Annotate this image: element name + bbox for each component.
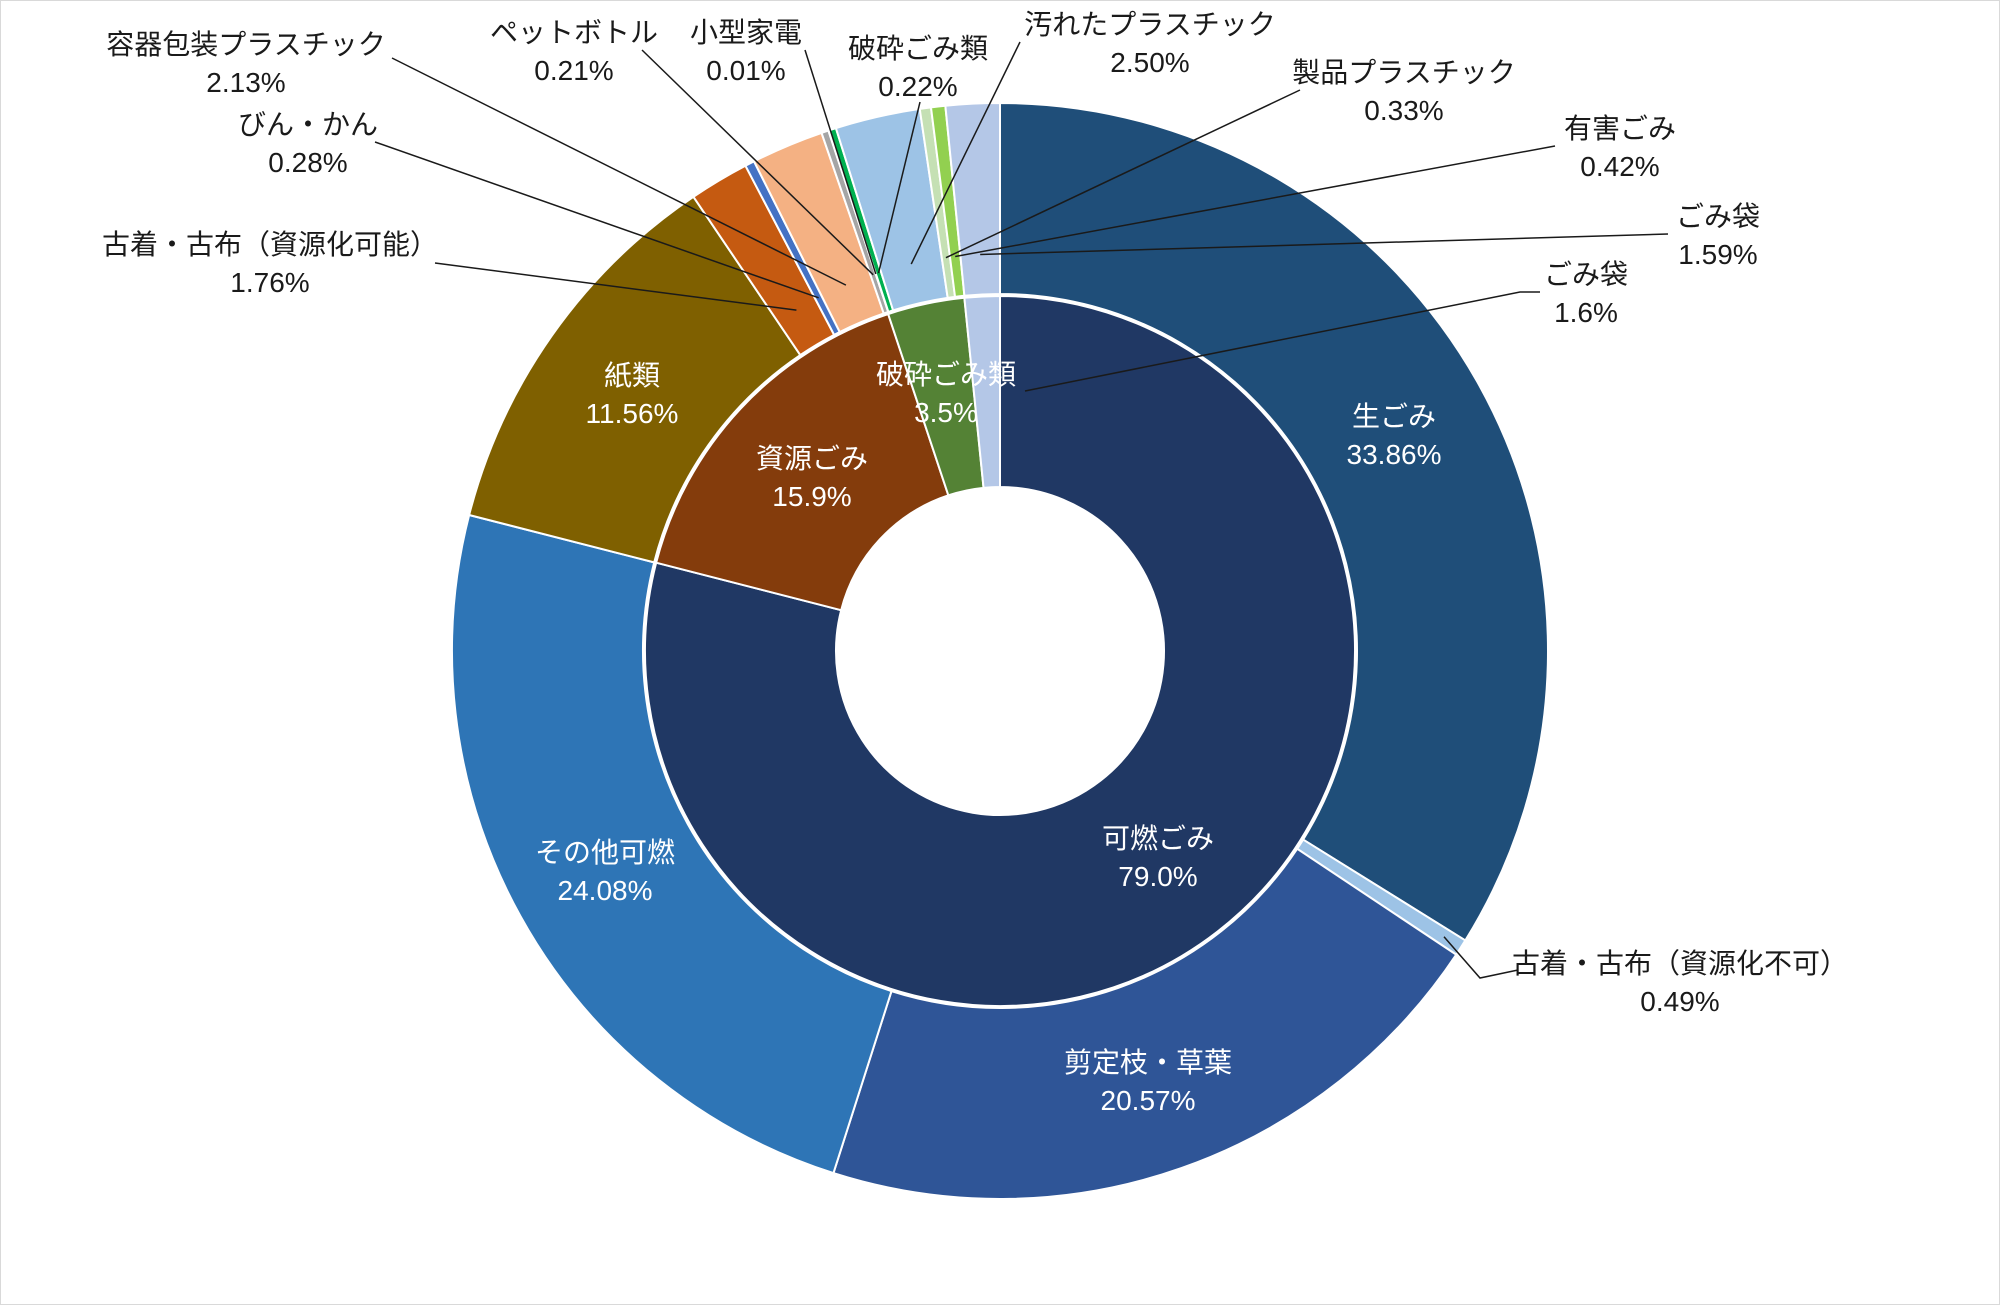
- inner-ring: [644, 294, 1356, 1007]
- outer-label-1-value: 0.49%: [1640, 986, 1719, 1017]
- inner-slice-1: [654, 312, 950, 612]
- outer-label-5-value: 1.76%: [230, 267, 309, 298]
- outer-slice-14: [944, 101, 1001, 297]
- inner-label-0-name: 可燃ごみ: [1102, 823, 1214, 854]
- outer-label-11-name: 汚れたプラスチック: [1024, 9, 1275, 40]
- outer-leader-6: [374, 141, 819, 299]
- inner-label-3-name: ごみ袋: [1544, 259, 1628, 290]
- slice-labels: 可燃ごみ 79.0% 資源ごみ 15.9% 破砕ごみ類 3.5% ごみ袋 1.6% 生ごみ 33.…: [102, 9, 1848, 1116]
- inner-slice-3: [963, 294, 1001, 489]
- outer-label-12-value: 0.33%: [1364, 95, 1443, 126]
- outer-slice-0: [999, 101, 1549, 942]
- outer-label-8-value: 0.21%: [534, 55, 613, 86]
- outer-label-11-value: 2.50%: [1110, 47, 1189, 78]
- outer-label-3-value: 24.08%: [558, 875, 653, 906]
- outer-label-5-name: 古着・古布（資源化可能）: [102, 229, 438, 260]
- inner-label-1-value: 15.9%: [772, 481, 851, 512]
- outer-label-10-value: 0.22%: [878, 71, 957, 102]
- outer-leader-9: [804, 49, 877, 275]
- outer-leader-5: [434, 262, 797, 311]
- outer-label-14-name: ごみ袋: [1676, 201, 1760, 232]
- outer-slice-3: [451, 513, 893, 1175]
- outer-label-8-name: ペットボトル: [490, 17, 658, 48]
- inner-label-1-name: 資源ごみ: [756, 443, 868, 474]
- outer-leader-14: [980, 233, 1669, 256]
- inner-slice-0: [644, 294, 1356, 1007]
- outer-label-4-value: 11.56%: [586, 398, 679, 429]
- outer-label-13-name: 有害ごみ: [1564, 113, 1676, 144]
- outer-label-14-value: 1.59%: [1678, 239, 1757, 270]
- outer-label-2-value: 20.57%: [1101, 1085, 1196, 1116]
- outer-label-2-name: 剪定枝・草葉: [1064, 1047, 1232, 1078]
- outer-label-6-value: 0.28%: [268, 147, 347, 178]
- inner-label-2-value: 3.5%: [914, 397, 978, 428]
- outer-label-7-value: 2.13%: [206, 67, 285, 98]
- outer-label-9-value: 0.01%: [706, 55, 785, 86]
- outer-label-1-name: 古着・古布（資源化不可）: [1512, 948, 1848, 979]
- outer-label-6-name: びん・かん: [238, 109, 378, 140]
- outer-label-3-name: その他可燃: [535, 837, 675, 868]
- inner-label-3-value: 1.6%: [1554, 297, 1618, 328]
- inner-label-0-value: 79.0%: [1118, 861, 1197, 892]
- outer-leader-7: [391, 57, 847, 286]
- outer-leader-11: [910, 41, 1021, 265]
- outer-leader-1: [1443, 936, 1519, 979]
- outer-label-10-name: 破砕ごみ類: [848, 33, 988, 64]
- outer-leader-8: [641, 49, 874, 276]
- outer-label-4-name: 紙類: [604, 360, 660, 391]
- outer-label-9-name: 小型家電: [690, 17, 802, 48]
- inner-leader-3: [1024, 291, 1540, 392]
- outer-label-13-value: 0.42%: [1580, 151, 1659, 182]
- outer-ring: [451, 101, 1549, 1200]
- outer-label-0-value: 33.86%: [1347, 439, 1442, 470]
- outer-label-7-name: 容器包装プラスチック: [106, 29, 385, 60]
- outer-slice-2: [832, 847, 1458, 1200]
- outer-label-12-name: 製品プラスチック: [1292, 57, 1515, 88]
- outer-leader-12: [945, 89, 1301, 259]
- outer-leader-13: [955, 145, 1556, 258]
- inner-label-2-name: 破砕ごみ類: [876, 359, 1016, 390]
- outer-label-0-name: 生ごみ: [1352, 401, 1436, 432]
- outer-leader-10: [877, 101, 921, 274]
- leader-lines: [374, 41, 1669, 979]
